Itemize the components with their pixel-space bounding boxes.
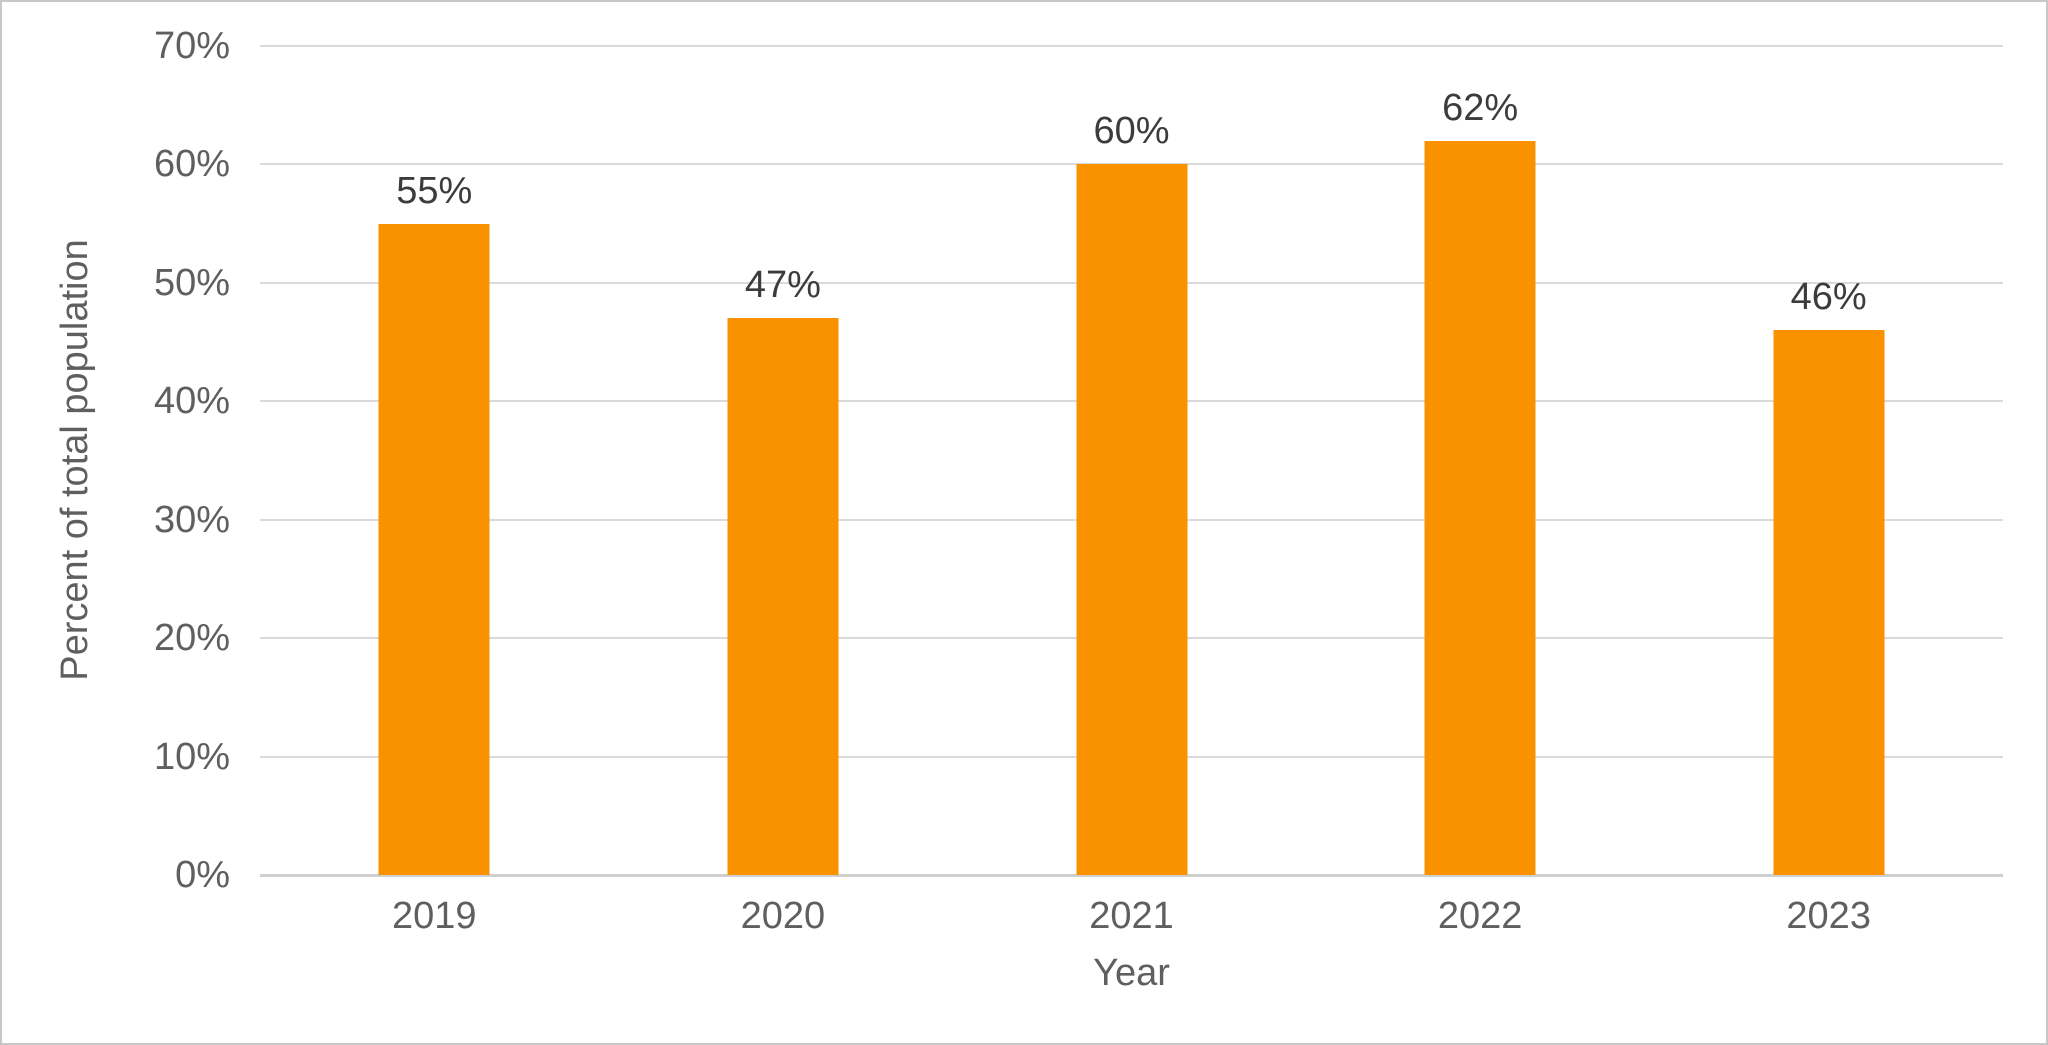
x-tick-label-2022: 2022 xyxy=(1437,895,1523,937)
bar-2022 xyxy=(1424,140,1536,875)
y-axis: 0% 10% 20% 30% 40% 50% 60% 70% xyxy=(2,27,230,894)
bar-2021 xyxy=(1076,164,1187,875)
bar-2023 xyxy=(1773,330,1885,875)
y-tick-label-50: 50% xyxy=(153,261,230,304)
x-tick-label-2019: 2019 xyxy=(392,895,477,937)
x-tick-label-2023: 2023 xyxy=(1786,895,1871,937)
x-axis-title: Year xyxy=(1093,952,1170,994)
bar-2019 xyxy=(378,223,490,875)
y-tick-label-70: 70% xyxy=(153,25,230,67)
bar-2020 xyxy=(727,318,839,875)
gridline-60 xyxy=(260,163,2003,166)
y-tick-label-60: 60% xyxy=(153,143,230,186)
x-tick-label-2020: 2020 xyxy=(740,895,826,937)
x-tick-label-2021: 2021 xyxy=(1089,895,1174,937)
bar-value-label-2021: 60% xyxy=(1093,110,1170,153)
plot-area: 55% 47% 60% 62% 46% xyxy=(260,45,2003,877)
y-tick-label-0: 0% xyxy=(175,854,230,896)
y-tick-label-10: 10% xyxy=(153,735,230,778)
bar-value-label-2022: 62% xyxy=(1442,86,1519,129)
y-tick-label-30: 30% xyxy=(153,498,230,541)
y-tick-label-40: 40% xyxy=(153,380,230,423)
y-tick-label-20: 20% xyxy=(153,617,230,660)
bar-value-label-2023: 46% xyxy=(1790,276,1867,319)
gridline-70 xyxy=(260,45,2003,47)
x-axis-line xyxy=(260,874,2003,877)
bar-value-label-2020: 47% xyxy=(744,264,821,307)
x-axis: 2019 2020 2021 2022 2023 xyxy=(260,897,2003,937)
bar-value-label-2019: 55% xyxy=(396,169,473,212)
